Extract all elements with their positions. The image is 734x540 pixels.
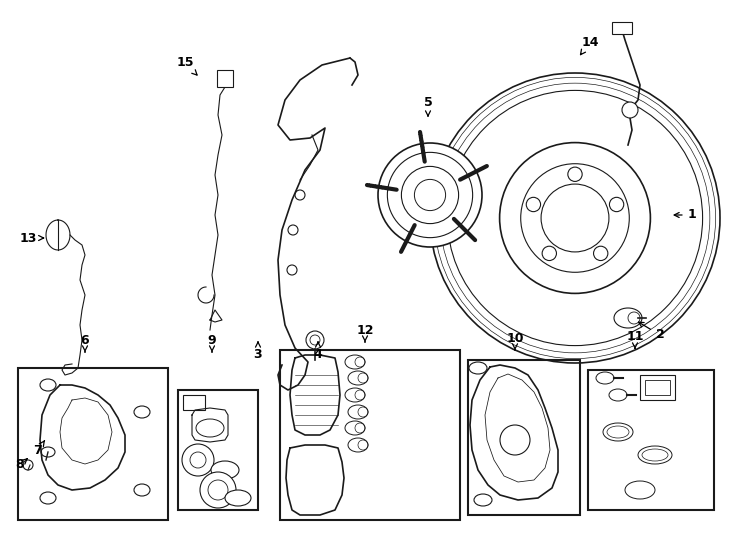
Ellipse shape bbox=[134, 484, 150, 496]
Ellipse shape bbox=[348, 438, 368, 452]
Text: 7: 7 bbox=[34, 441, 45, 456]
Text: 6: 6 bbox=[81, 334, 90, 352]
Circle shape bbox=[526, 197, 540, 212]
Text: 9: 9 bbox=[208, 334, 217, 352]
Bar bbox=[588, 370, 714, 510]
Bar bbox=[640, 375, 675, 400]
Text: 13: 13 bbox=[19, 232, 43, 245]
Ellipse shape bbox=[41, 447, 55, 457]
Ellipse shape bbox=[596, 372, 614, 384]
Circle shape bbox=[622, 102, 638, 118]
Text: 12: 12 bbox=[356, 323, 374, 342]
Bar bbox=[612, 22, 632, 34]
Ellipse shape bbox=[211, 461, 239, 479]
Ellipse shape bbox=[345, 388, 365, 402]
Bar bbox=[280, 350, 460, 520]
Text: 1: 1 bbox=[674, 208, 697, 221]
Ellipse shape bbox=[614, 308, 642, 328]
Ellipse shape bbox=[469, 362, 487, 374]
Text: 8: 8 bbox=[15, 458, 27, 471]
Text: 14: 14 bbox=[581, 36, 599, 55]
Text: 5: 5 bbox=[424, 97, 432, 116]
Ellipse shape bbox=[625, 481, 655, 499]
Ellipse shape bbox=[40, 492, 56, 504]
Bar bbox=[645, 380, 670, 395]
Ellipse shape bbox=[603, 423, 633, 441]
Circle shape bbox=[306, 331, 324, 349]
Ellipse shape bbox=[638, 446, 672, 464]
Text: 3: 3 bbox=[254, 342, 262, 361]
Circle shape bbox=[594, 246, 608, 260]
Text: 15: 15 bbox=[176, 57, 197, 75]
Ellipse shape bbox=[40, 379, 56, 391]
Bar bbox=[18, 368, 168, 520]
Bar bbox=[468, 360, 580, 515]
Ellipse shape bbox=[225, 490, 251, 506]
Text: 10: 10 bbox=[506, 332, 524, 350]
Ellipse shape bbox=[345, 421, 365, 435]
Circle shape bbox=[500, 143, 650, 293]
Circle shape bbox=[609, 197, 624, 212]
Text: 2: 2 bbox=[639, 322, 664, 341]
Circle shape bbox=[182, 444, 214, 476]
Circle shape bbox=[541, 184, 609, 252]
Circle shape bbox=[401, 166, 459, 224]
Ellipse shape bbox=[345, 355, 365, 369]
Circle shape bbox=[568, 167, 582, 181]
Text: 11: 11 bbox=[626, 329, 644, 348]
Text: 4: 4 bbox=[313, 342, 322, 361]
Ellipse shape bbox=[609, 389, 627, 401]
Circle shape bbox=[200, 472, 236, 508]
Circle shape bbox=[378, 143, 482, 247]
Bar bbox=[183, 395, 205, 410]
Circle shape bbox=[542, 246, 556, 260]
Ellipse shape bbox=[134, 406, 150, 418]
Ellipse shape bbox=[474, 494, 492, 506]
Bar bbox=[178, 390, 258, 510]
Ellipse shape bbox=[348, 371, 368, 385]
Bar bbox=[217, 70, 233, 87]
Ellipse shape bbox=[348, 405, 368, 419]
